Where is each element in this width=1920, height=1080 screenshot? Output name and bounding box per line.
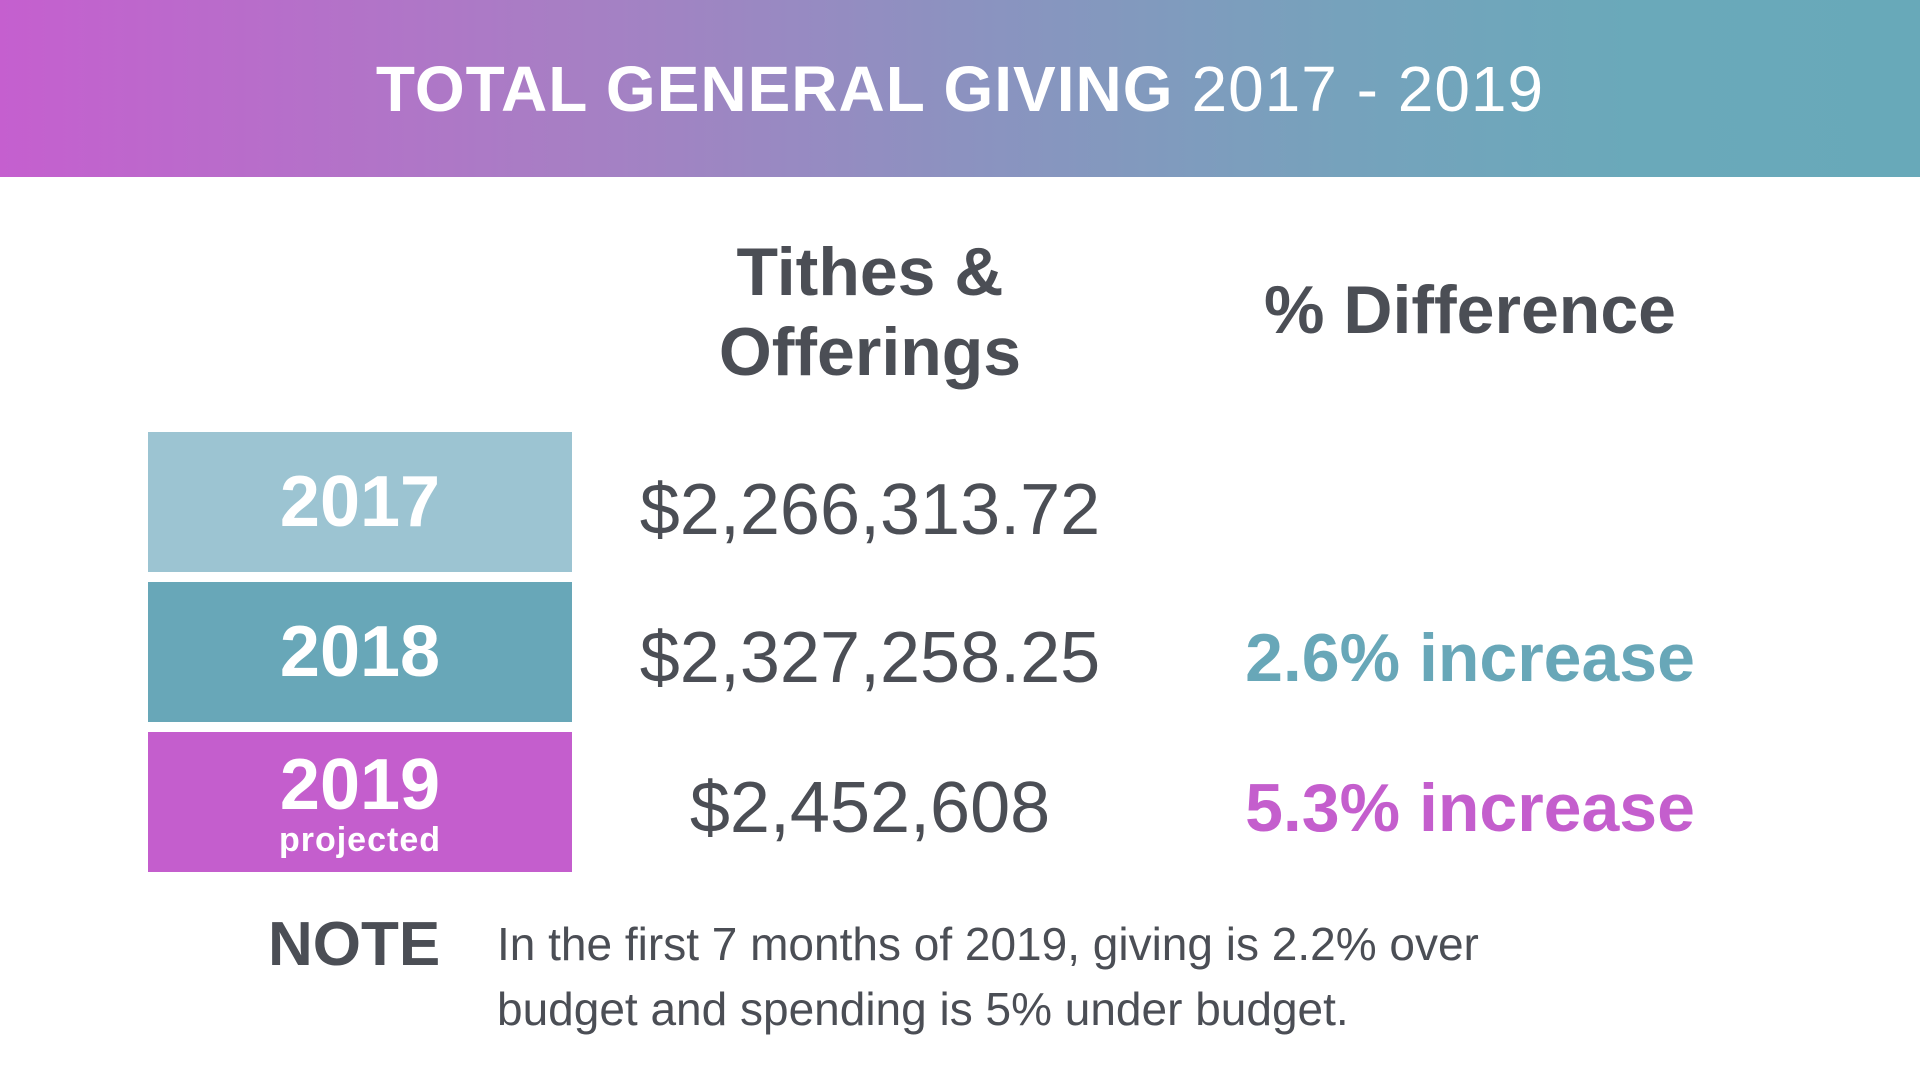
amount-2018: $2,327,258.25 bbox=[639, 618, 1101, 698]
year-label-2019: 2019 projected bbox=[148, 732, 572, 872]
year-text: 2017 bbox=[279, 462, 441, 542]
page-title-main: TOTAL GENERAL GIVING bbox=[375, 52, 1174, 125]
title-banner: TOTAL GENERAL GIVING 2017 - 2019 bbox=[0, 0, 1920, 177]
year-label-2018: 2018 bbox=[148, 582, 572, 722]
tithes-header-line1: Tithes & bbox=[736, 234, 1004, 310]
amount-2017: $2,266,313.72 bbox=[639, 470, 1101, 550]
year-text: 2018 bbox=[279, 612, 441, 692]
note-text: In the first 7 months of 2019, giving is… bbox=[497, 912, 1697, 1042]
tithes-offerings-header: Tithes & Offerings bbox=[660, 232, 1080, 392]
year-text: 2019 bbox=[279, 745, 441, 825]
tithes-header-line2: Offerings bbox=[718, 314, 1022, 390]
note-line-1: In the first 7 months of 2019, giving is… bbox=[497, 918, 1479, 970]
year-label-2017: 2017 bbox=[148, 432, 572, 572]
note-line-2: budget and spending is 5% under budget. bbox=[497, 983, 1349, 1035]
difference-2019: 5.3% increase bbox=[1245, 770, 1695, 846]
page-title-years: 2017 - 2019 bbox=[1191, 52, 1545, 125]
year-sublabel: projected bbox=[278, 821, 442, 859]
difference-2018: 2.6% increase bbox=[1245, 620, 1695, 696]
page-title: TOTAL GENERAL GIVING 2017 - 2019 bbox=[376, 52, 1544, 126]
amount-2019: $2,452,608 bbox=[689, 768, 1051, 848]
note-label: NOTE bbox=[268, 910, 441, 979]
difference-header: % Difference bbox=[1264, 272, 1676, 348]
